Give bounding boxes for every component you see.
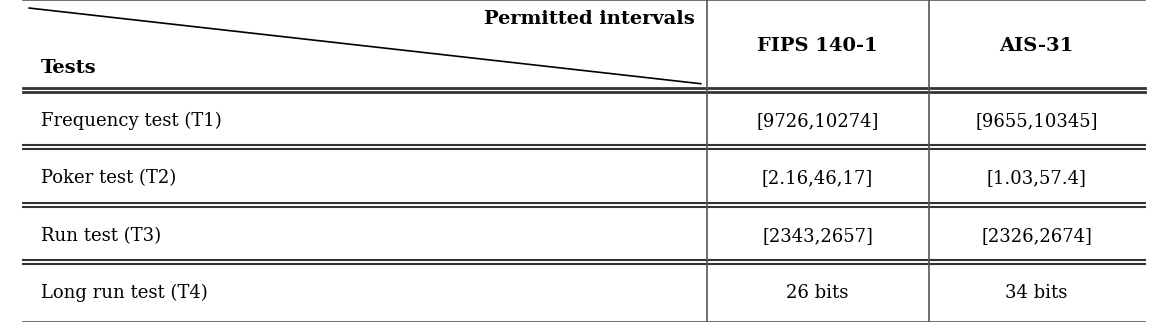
Text: [2326,2674]: [2326,2674] bbox=[981, 227, 1092, 245]
Text: Run test (T3): Run test (T3) bbox=[41, 227, 161, 245]
Text: FIPS 140-1: FIPS 140-1 bbox=[757, 37, 878, 55]
Text: 34 bits: 34 bits bbox=[1006, 284, 1068, 302]
Text: Long run test (T4): Long run test (T4) bbox=[41, 284, 208, 302]
Text: [9726,10274]: [9726,10274] bbox=[757, 111, 878, 129]
Text: Tests: Tests bbox=[41, 59, 97, 77]
Text: AIS-31: AIS-31 bbox=[1000, 37, 1073, 55]
Text: Poker test (T2): Poker test (T2) bbox=[41, 169, 176, 187]
Text: [2343,2657]: [2343,2657] bbox=[763, 227, 872, 245]
Text: [9655,10345]: [9655,10345] bbox=[975, 111, 1098, 129]
Text: Frequency test (T1): Frequency test (T1) bbox=[41, 111, 222, 130]
Text: [2.16,46,17]: [2.16,46,17] bbox=[762, 169, 874, 187]
Text: 26 bits: 26 bits bbox=[786, 284, 849, 302]
Text: [1.03,57.4]: [1.03,57.4] bbox=[987, 169, 1086, 187]
Text: Permitted intervals: Permitted intervals bbox=[485, 10, 695, 28]
